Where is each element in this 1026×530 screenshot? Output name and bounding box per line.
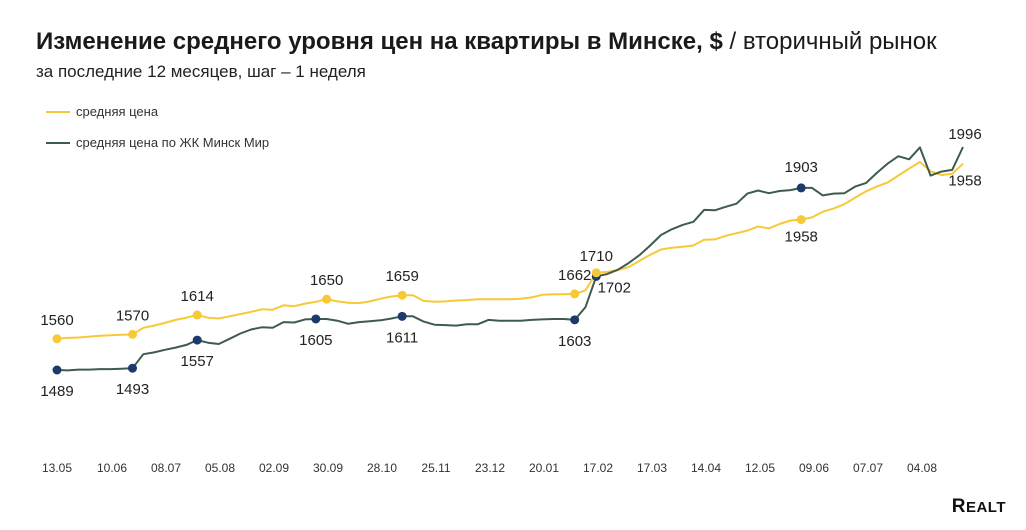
title-main: Изменение среднего уровня цен на квартир… bbox=[36, 28, 723, 55]
x-tick-label: 04.08 bbox=[907, 461, 937, 475]
point-avg bbox=[796, 215, 806, 225]
x-tick-label: 17.02 bbox=[583, 461, 613, 475]
data-label-avg: 1662 bbox=[558, 267, 591, 284]
legend-swatch-mir bbox=[46, 141, 70, 144]
data-label-mir: 1611 bbox=[386, 329, 418, 346]
x-tick-label: 25.11 bbox=[421, 461, 450, 475]
point-avg bbox=[52, 334, 62, 344]
data-label-mir: 1557 bbox=[181, 353, 214, 370]
point-avg bbox=[397, 290, 407, 300]
data-label-avg: 1659 bbox=[385, 268, 418, 285]
data-label-mir-end: 1996 bbox=[948, 126, 981, 143]
chart-subtitle: за последние 12 месяцев, шаг – 1 неделя bbox=[36, 62, 366, 81]
legend-label-mir: средняя цена по ЖК Минск Мир bbox=[76, 135, 270, 150]
data-label-avg: 1570 bbox=[116, 307, 149, 324]
point-avg bbox=[192, 310, 202, 320]
point-mir bbox=[192, 335, 202, 345]
x-tick-label: 02.09 bbox=[259, 461, 289, 475]
x-tick-label: 10.06 bbox=[97, 461, 127, 475]
realt-logo: REALT bbox=[952, 496, 1006, 518]
point-avg bbox=[570, 289, 580, 299]
legend-item-mir: средняя цена по ЖК Минск Мир bbox=[46, 135, 269, 150]
x-tick-label: 14.04 bbox=[691, 461, 721, 475]
x-tick-label: 30.09 bbox=[313, 461, 343, 475]
series-line-avg bbox=[56, 161, 964, 340]
point-mir bbox=[128, 363, 137, 373]
x-tick-label: 12.05 bbox=[745, 461, 775, 475]
point-mir bbox=[796, 183, 806, 193]
data-label-mir: 1603 bbox=[558, 333, 591, 350]
point-avg bbox=[128, 329, 137, 339]
x-tick-label: 08.07 bbox=[151, 461, 181, 475]
data-label-avg: 1710 bbox=[580, 248, 613, 265]
x-tick-label: 23.12 bbox=[475, 461, 505, 475]
point-avg bbox=[591, 268, 601, 278]
data-label-mir: 1702 bbox=[598, 279, 631, 296]
title-slash: / bbox=[722, 28, 743, 55]
x-tick-label: 20.01 bbox=[529, 461, 559, 475]
data-label-mir: 1605 bbox=[299, 332, 332, 349]
logo-initial: R bbox=[951, 496, 966, 517]
legend-label-avg: средняя цена bbox=[76, 104, 159, 119]
logo-rest: EALT bbox=[965, 499, 1006, 516]
data-label-avg: 1560 bbox=[40, 312, 73, 329]
x-tick-label: 28.10 bbox=[367, 461, 397, 475]
point-mir bbox=[570, 315, 580, 325]
data-label-avg: 1958 bbox=[785, 229, 818, 246]
legend-item-avg: средняя цена bbox=[46, 104, 158, 119]
title-rest: вторичный рынок bbox=[742, 28, 937, 55]
point-mir bbox=[397, 311, 407, 321]
data-label-mir: 1493 bbox=[116, 381, 149, 398]
x-tick-label: 13.05 bbox=[42, 461, 72, 475]
data-label-avg: 1614 bbox=[181, 288, 214, 305]
data-label-avg: 1650 bbox=[310, 272, 343, 289]
series-line-mir bbox=[56, 146, 964, 372]
legend-swatch-avg bbox=[46, 110, 70, 113]
data-label-mir: 1489 bbox=[40, 383, 73, 400]
x-tick-label: 07.07 bbox=[853, 461, 883, 475]
data-label-mir: 1903 bbox=[785, 159, 818, 176]
data-label-avg-end: 1958 bbox=[948, 173, 981, 190]
x-tick-label: 17.03 bbox=[637, 461, 667, 475]
point-avg bbox=[322, 294, 332, 304]
chart-title: Изменение среднего уровня цен на квартир… bbox=[36, 28, 937, 56]
point-mir bbox=[52, 365, 62, 375]
x-tick-label: 05.08 bbox=[205, 461, 235, 475]
point-mir bbox=[311, 314, 321, 324]
x-tick-label: 09.06 bbox=[799, 461, 829, 475]
